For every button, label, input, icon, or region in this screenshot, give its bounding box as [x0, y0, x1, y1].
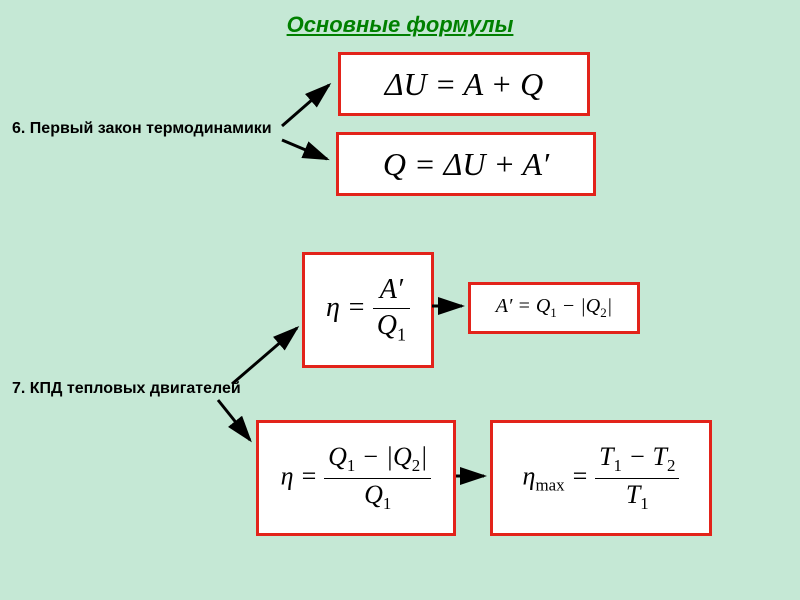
formula-work-from-heat: A′ = Q1 − |Q2|	[468, 282, 640, 334]
arrow-to-f5	[218, 400, 250, 440]
arrow-to-f1	[282, 85, 329, 126]
arrow-to-f2	[282, 140, 327, 159]
formula-text: Q = ΔU + A′	[383, 146, 549, 183]
formula-efficiency-basic: η = A′ Q1	[302, 252, 434, 368]
section-label-efficiency: 7. КПД тепловых двигателей	[12, 380, 241, 398]
page-title: Основные формулы	[287, 12, 514, 38]
formula-efficiency-heat: η = Q1 − |Q2| Q1	[256, 420, 456, 536]
formula-text: A′ = Q1 − |Q2|	[496, 295, 613, 321]
formula-carnot-efficiency: ηmax = T1 − T2 T1	[490, 420, 712, 536]
title-text: Основные формулы	[287, 12, 514, 37]
formula-first-law-2: Q = ΔU + A′	[336, 132, 596, 196]
formula-first-law-1: ΔU = A + Q	[338, 52, 590, 116]
formula-text: η = Q1 − |Q2| Q1	[281, 443, 432, 514]
formula-text: ηmax = T1 − T2 T1	[523, 443, 680, 514]
formula-text: ΔU = A + Q	[385, 66, 544, 103]
formula-text: η = A′ Q1	[326, 275, 410, 344]
arrow-to-f3	[232, 328, 297, 384]
section-label-law1: 6. Первый закон термодинамики	[12, 120, 272, 138]
